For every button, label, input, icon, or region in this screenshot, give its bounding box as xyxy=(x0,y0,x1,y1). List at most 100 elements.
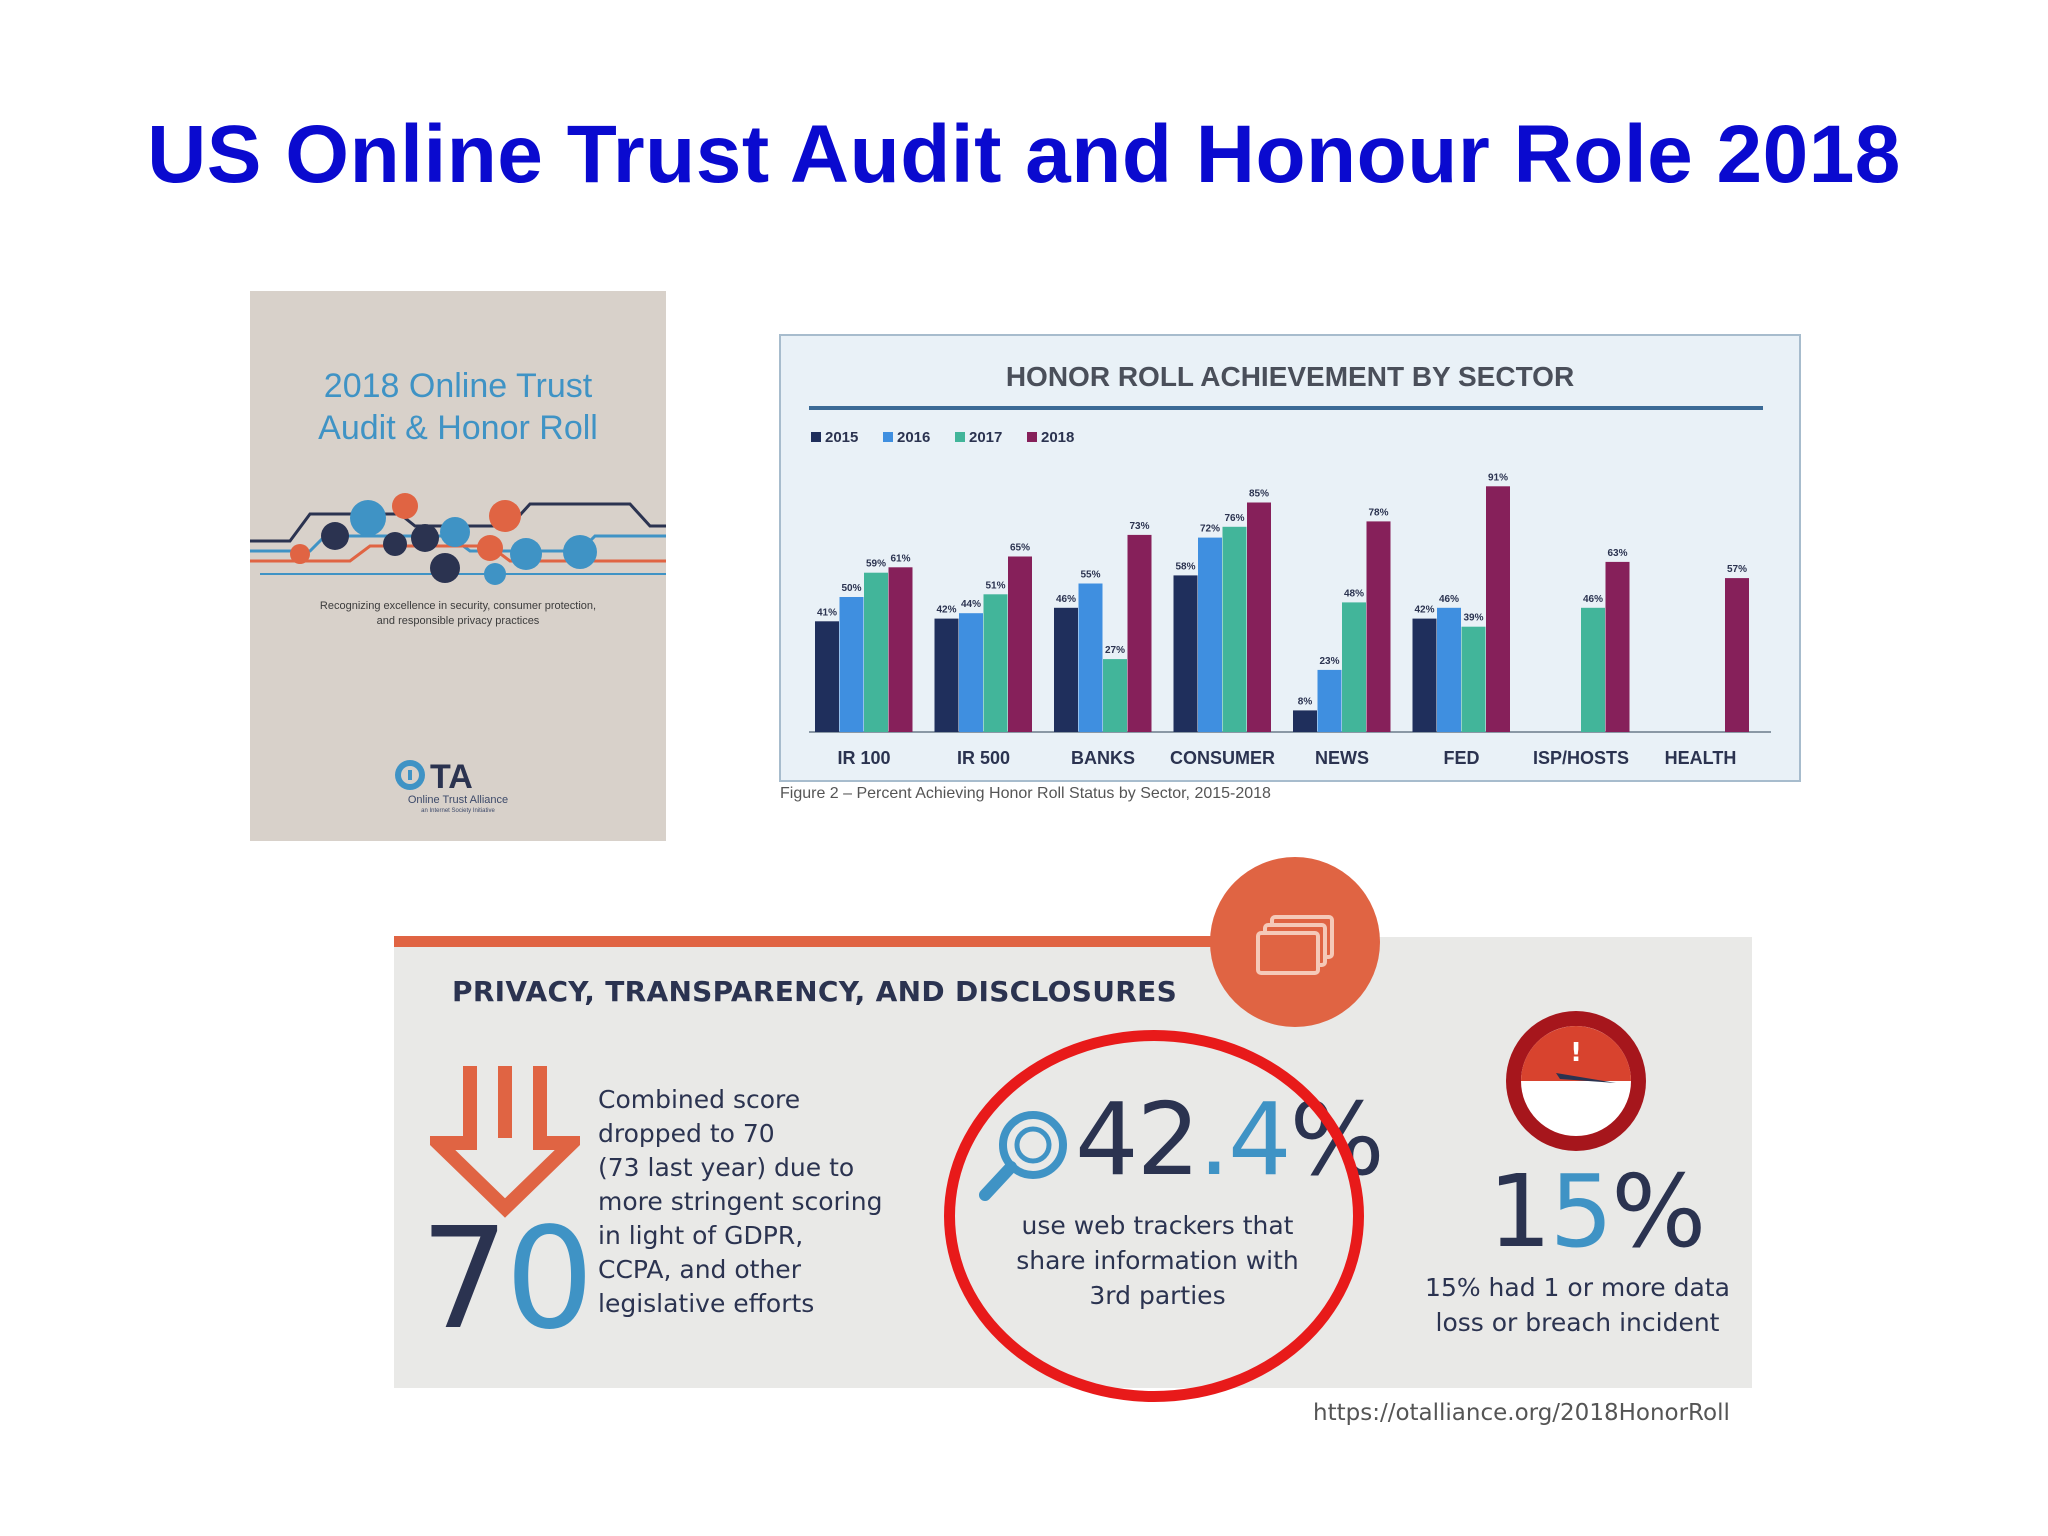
data-label: 42% xyxy=(1414,605,1434,616)
legend-swatch xyxy=(1027,432,1037,442)
legend-swatch xyxy=(883,432,893,442)
data-label: 65% xyxy=(1010,543,1030,554)
alert-gauge-icon: ! xyxy=(1506,1011,1646,1151)
score-line: more stringent scoring xyxy=(598,1187,883,1216)
score-line: dropped to 70 xyxy=(598,1119,775,1148)
svg-text:TA: TA xyxy=(430,759,473,791)
score-digit-2: 0 xyxy=(505,1198,594,1361)
bar xyxy=(1437,607,1461,732)
ota-org-name: Online Trust Alliance xyxy=(407,794,509,806)
copy-windows-icon xyxy=(1256,915,1334,975)
gear-icon xyxy=(321,522,349,550)
bar xyxy=(983,594,1008,732)
breach-pct-sign: % xyxy=(1611,1153,1706,1270)
tablet-icon xyxy=(510,538,542,570)
category-label: IR 100 xyxy=(837,748,890,768)
bar xyxy=(1317,669,1342,732)
legend-label: 2016 xyxy=(897,429,930,446)
data-label: 41% xyxy=(817,607,837,618)
bar xyxy=(1247,502,1271,732)
data-label: 27% xyxy=(1105,645,1125,656)
category-label: FED xyxy=(1444,748,1480,768)
bar xyxy=(1486,486,1510,732)
data-label: 44% xyxy=(961,599,981,610)
bar xyxy=(1293,710,1317,732)
data-label: 46% xyxy=(1056,594,1076,605)
legend-label: 2018 xyxy=(1041,429,1074,446)
bar xyxy=(1173,575,1198,732)
breach-percentage: 15% xyxy=(1488,1162,1706,1262)
breach-pct-digit-1: 1 xyxy=(1488,1153,1552,1270)
honor-roll-chart: HONOR ROLL ACHIEVEMENT BY SECTOR 2015 2016… xyxy=(779,334,1801,782)
chart-svg: HONOR ROLL ACHIEVEMENT BY SECTOR 2015 2016… xyxy=(809,361,1771,768)
device-icon xyxy=(563,535,597,569)
bar xyxy=(1103,659,1127,732)
data-label: 76% xyxy=(1224,513,1244,524)
money-icon xyxy=(290,544,310,564)
data-label: 51% xyxy=(985,580,1005,591)
breach-pct-digit-2: 5 xyxy=(1549,1153,1614,1270)
wifi-icon xyxy=(392,493,418,519)
share-icon xyxy=(484,563,506,585)
data-label: 46% xyxy=(1583,594,1603,605)
globe-icon xyxy=(477,535,503,561)
bar xyxy=(1054,607,1078,732)
breach-line: loss or breach incident xyxy=(1435,1308,1720,1337)
monitor-icon xyxy=(350,500,386,536)
data-label: 73% xyxy=(1129,521,1149,532)
bar xyxy=(1342,602,1366,732)
bar xyxy=(888,567,913,732)
data-label: 46% xyxy=(1439,594,1459,605)
legend-label: 2015 xyxy=(825,429,858,446)
bar xyxy=(1725,578,1749,732)
highlight-annotation-ellipse xyxy=(944,1030,1364,1402)
bar xyxy=(1412,618,1437,732)
cover-tagline: Recognizing excellence in security, cons… xyxy=(280,599,636,629)
breach-description: 15% had 1 or more data loss or breach in… xyxy=(1420,1270,1735,1340)
score-line: in light of GDPR, xyxy=(598,1221,804,1250)
phone-icon xyxy=(430,553,460,583)
data-label: 63% xyxy=(1607,548,1627,559)
legend-swatch xyxy=(811,432,821,442)
bar xyxy=(864,572,888,732)
bar xyxy=(959,613,983,732)
data-label: 55% xyxy=(1080,570,1100,581)
bar xyxy=(1366,521,1391,732)
category-label: CONSUMER xyxy=(1170,748,1275,768)
data-label: 39% xyxy=(1463,613,1483,624)
chart-caption: Figure 2 – Percent Achieving Honor Roll … xyxy=(780,785,1271,802)
mail-icon xyxy=(440,517,470,547)
score-line: legislative efforts xyxy=(598,1289,815,1318)
data-label: 58% xyxy=(1175,561,1195,572)
tagline-line-2: and responsible privacy practices xyxy=(376,615,540,627)
network-icons-graphic xyxy=(250,493,666,585)
bar xyxy=(1605,561,1630,732)
data-label: 57% xyxy=(1727,564,1747,575)
score-digit-1: 7 xyxy=(420,1198,509,1361)
legend-label: 2017 xyxy=(969,429,1002,446)
legend-swatch xyxy=(955,432,965,442)
bar xyxy=(815,621,839,732)
category-label: BANKS xyxy=(1071,748,1135,768)
score-line: CCPA, and other xyxy=(598,1255,801,1284)
score-description: Combined score dropped to 70 (73 last ye… xyxy=(598,1083,898,1321)
category-label: NEWS xyxy=(1315,748,1369,768)
data-label: 85% xyxy=(1249,489,1269,500)
data-label: 78% xyxy=(1368,507,1388,518)
category-label: HEALTH xyxy=(1665,748,1737,768)
bar xyxy=(1581,607,1605,732)
data-label: 48% xyxy=(1344,588,1364,599)
chart-title: HONOR ROLL ACHIEVEMENT BY SECTOR xyxy=(1006,361,1574,392)
slide-title: US Online Trust Audit and Honour Role 20… xyxy=(147,109,1901,200)
cloud-icon xyxy=(383,532,407,556)
lock-icon xyxy=(489,500,521,532)
arrow-down-icon xyxy=(430,1066,580,1218)
ota-org-sub: an Internet Society Initiative xyxy=(421,808,495,814)
bar xyxy=(1008,556,1032,732)
data-label: 59% xyxy=(866,559,886,570)
svg-text:!: ! xyxy=(1570,1038,1582,1068)
bar xyxy=(1078,583,1103,732)
tagline-line-1: Recognizing excellence in security, cons… xyxy=(319,600,597,612)
data-label: 61% xyxy=(890,553,910,564)
bar xyxy=(1461,626,1486,732)
